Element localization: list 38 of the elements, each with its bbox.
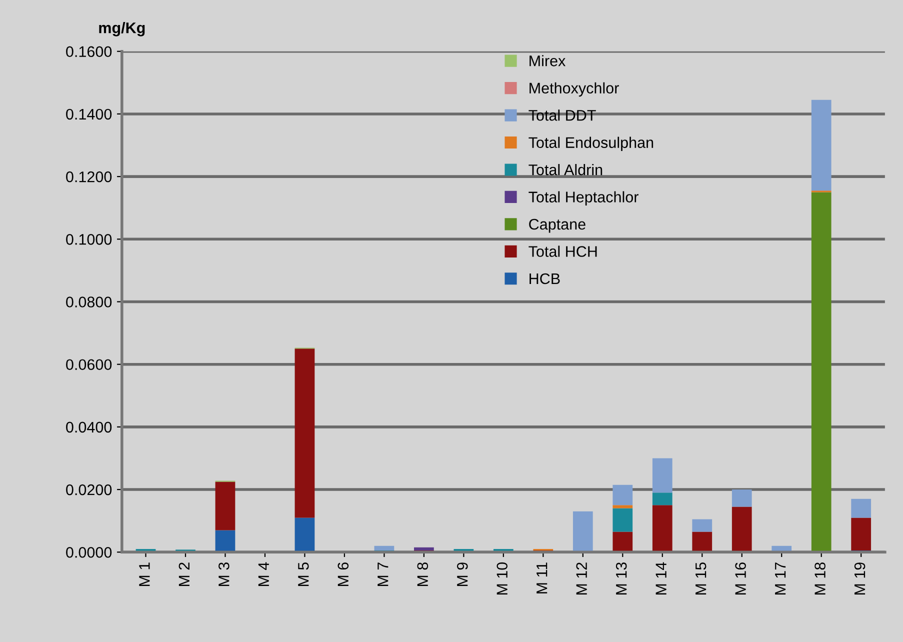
x-tick-label: M 9	[456, 562, 468, 586]
x-tick-label: M 1	[139, 562, 150, 586]
x-tick-label: M 13	[616, 562, 627, 595]
x-tick-label: M 18	[814, 562, 826, 595]
y-tick-label: 0.0000	[66, 546, 112, 558]
x-tick-label: M 3	[218, 562, 230, 586]
x-tick-label: M 2	[178, 562, 190, 586]
x-tick-label: M 4	[258, 562, 269, 586]
x-tick-label: M 7	[378, 562, 388, 586]
legend-label: Total DDT	[528, 110, 596, 121]
legend-label: Total Endosulphan	[528, 136, 654, 152]
x-tick-label: M 5	[298, 562, 309, 586]
y-tick-label: 0.1600	[66, 46, 112, 58]
x-tick-label: M 19	[854, 562, 866, 595]
x-tick-label: M 10	[496, 562, 508, 595]
x-tick-label: M 16	[735, 562, 746, 595]
legend-label: Total Heptachlor	[528, 191, 638, 206]
legend-label: Methoxychlor	[530, 82, 619, 97]
legend-label: Total Aldrin	[528, 164, 602, 176]
x-tick-label: M 14	[656, 562, 666, 595]
x-tick-label: M 15	[696, 562, 706, 595]
y-axis-title: mg/Kg	[99, 22, 145, 36]
legend-label: HCB	[530, 273, 560, 284]
legend-label: Total HCH	[528, 246, 597, 257]
y-tick-label: 0.0400	[66, 422, 112, 433]
legend-label: Mirex	[530, 55, 566, 66]
x-tick-label: M 8	[417, 562, 428, 586]
legend-label: Captane	[529, 218, 586, 233]
y-tick-label: 0.0600	[66, 359, 112, 370]
y-tick-label: 0.1000	[66, 234, 112, 245]
y-tick-label: 0.0800	[66, 296, 112, 308]
x-tick-label: M 12	[576, 562, 587, 595]
y-tick-label: 0.1200	[66, 171, 112, 182]
y-tick-label: 0.1400	[66, 108, 112, 120]
x-tick-label: M 11	[536, 562, 548, 594]
x-tick-label: M 6	[338, 562, 349, 586]
x-tick-label: M 17	[775, 562, 786, 595]
y-tick-label: 0.0200	[66, 484, 112, 496]
